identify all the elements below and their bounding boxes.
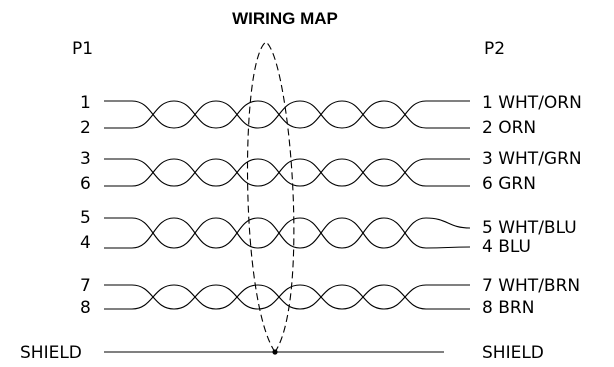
wire-6-path	[104, 158, 470, 187]
diagram-title: WIRING MAP	[232, 9, 338, 28]
p2-wire-3-wht-grn: 3 WHT/GRN	[482, 149, 582, 169]
p1-pin-2: 2	[80, 118, 91, 138]
p2-wire-8-brn: 8 BRN	[482, 298, 534, 318]
twisted-pair-4: 7 8 7 WHT/BRN 8 BRN	[80, 276, 580, 318]
p2-header: P2	[484, 39, 505, 59]
wire-2-path	[104, 100, 470, 129]
p1-header: P1	[72, 39, 93, 59]
p2-wire-2-orn: 2 ORN	[482, 118, 536, 138]
twisted-pair-1: 1 2 1 WHT/ORN 2 ORN	[80, 93, 582, 138]
p2-wire-6-grn: 6 GRN	[482, 174, 536, 194]
p2-wire-7-wht-brn: 7 WHT/BRN	[482, 276, 580, 296]
twisted-pair-2: 3 6 3 WHT/GRN 6 GRN	[80, 149, 582, 194]
p1-pin-3: 3	[80, 149, 91, 169]
shield-wire: SHIELD SHIELD	[20, 343, 544, 363]
p2-wire-1-wht-orn: 1 WHT/ORN	[482, 93, 582, 113]
wire-4-path	[104, 217, 471, 249]
wire-1-path	[104, 100, 470, 129]
p1-pin-7: 7	[80, 276, 91, 296]
p1-pin-5: 5	[80, 208, 91, 228]
p1-shield-label: SHIELD	[20, 343, 82, 363]
p2-wire-4-blu: 4 BLU	[482, 237, 531, 257]
wire-3-path	[104, 158, 470, 187]
p1-pin-4: 4	[80, 233, 91, 253]
wire-7-path	[104, 284, 470, 310]
wire-8-path	[104, 284, 470, 310]
p1-pin-1: 1	[80, 93, 91, 113]
p2-shield-label: SHIELD	[482, 343, 544, 363]
p1-pin-8: 8	[80, 298, 91, 318]
wire-5-path	[104, 217, 471, 249]
p2-wire-5-wht-blu: 5 WHT/BLU	[482, 218, 577, 238]
twisted-pair-3: 5 4 5 WHT/BLU 4 BLU	[80, 208, 577, 257]
p1-pin-6: 6	[80, 174, 91, 194]
